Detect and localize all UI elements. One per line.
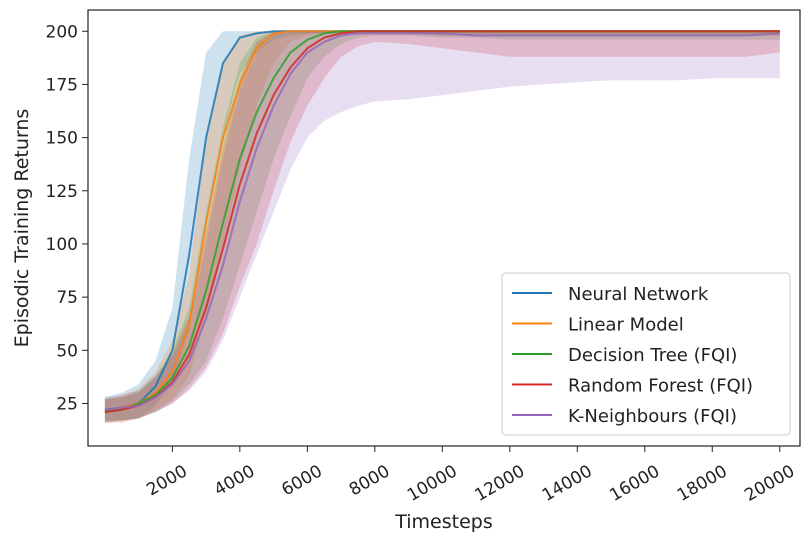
band-series-4 [104, 31, 780, 421]
y-tick-label: 50 [56, 341, 78, 361]
y-tick-label: 150 [46, 129, 78, 149]
x-tick-label: 4000 [211, 461, 258, 500]
y-tick-label: 200 [46, 22, 78, 42]
line-series-3 [104, 30, 780, 413]
x-tick-label: 20000 [741, 461, 798, 505]
line-series-4 [104, 32, 780, 411]
legend-box [501, 272, 791, 436]
legend-entry: Linear Model [568, 315, 684, 336]
series-lines [104, 30, 780, 413]
legend-entry: K-Neighbours (FQI) [568, 406, 737, 427]
x-tick-label: 12000 [471, 461, 528, 505]
y-axis-ticks: 25 50 75 100 125 150 175 200 [46, 22, 88, 414]
x-tick-label: 8000 [346, 461, 393, 500]
legend: Neural Network Linear Model Decision Tree … [501, 272, 791, 436]
x-tick-label: 16000 [606, 461, 663, 505]
y-tick-label: 175 [46, 75, 78, 95]
band-series-3 [104, 31, 780, 423]
x-axis-ticks: 2000 4000 6000 8000 10000 12000 14000 16000 1800… [143, 446, 798, 506]
x-tick-label: 2000 [143, 461, 190, 500]
x-tick-label: 14000 [539, 461, 596, 505]
x-tick-label: 6000 [278, 461, 325, 500]
y-tick-label: 125 [46, 182, 78, 202]
x-tick-label: 10000 [404, 461, 461, 505]
plot-frame [87, 9, 801, 447]
y-tick-label: 100 [46, 235, 78, 255]
y-axis-label: Episodic Training Returns [11, 109, 33, 348]
legend-entry: Random Forest (FQI) [568, 376, 753, 397]
x-axis-label: Timesteps [394, 511, 493, 533]
legend-entry: Decision Tree (FQI) [568, 345, 737, 366]
y-tick-label: 75 [56, 288, 78, 308]
band-series-2 [104, 31, 780, 423]
legend-entry: Neural Network [568, 284, 709, 305]
y-tick-label: 25 [56, 394, 78, 414]
x-tick-label: 18000 [674, 461, 731, 505]
